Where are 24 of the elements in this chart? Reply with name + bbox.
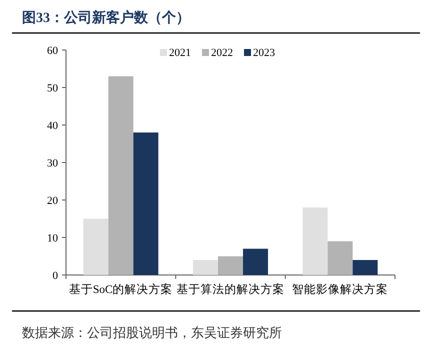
y-tick-label: 40: [47, 120, 58, 132]
y-tick-label: 60: [47, 45, 58, 57]
y-tick-label: 30: [47, 158, 58, 170]
bar: [352, 260, 378, 275]
bar: [193, 260, 218, 275]
source-note: 数据来源：公司招股说明书，东吴证券研究所: [22, 325, 282, 340]
bar: [302, 208, 328, 275]
legend-label: 2022: [211, 47, 233, 59]
x-tick-label: 智能影像解决方案: [292, 282, 388, 296]
legend-label: 2021: [169, 47, 191, 59]
y-tick-label: 10: [47, 232, 58, 244]
y-tick-label: 0: [52, 270, 58, 282]
x-tick-label: 基于算法的解决方案: [176, 282, 284, 296]
y-tick-label: 50: [47, 82, 58, 94]
bar: [243, 248, 268, 275]
bar: [108, 76, 134, 275]
bar: [83, 218, 108, 275]
bar: [133, 132, 158, 275]
legend-label: 2023: [253, 47, 276, 59]
chart-title: 图33：公司新客户数（个）: [22, 9, 190, 26]
x-tick-label: 基于SoC的解决方案: [68, 282, 173, 296]
bar: [328, 241, 353, 275]
y-tick-label: 20: [47, 195, 58, 207]
bar: [218, 256, 243, 275]
